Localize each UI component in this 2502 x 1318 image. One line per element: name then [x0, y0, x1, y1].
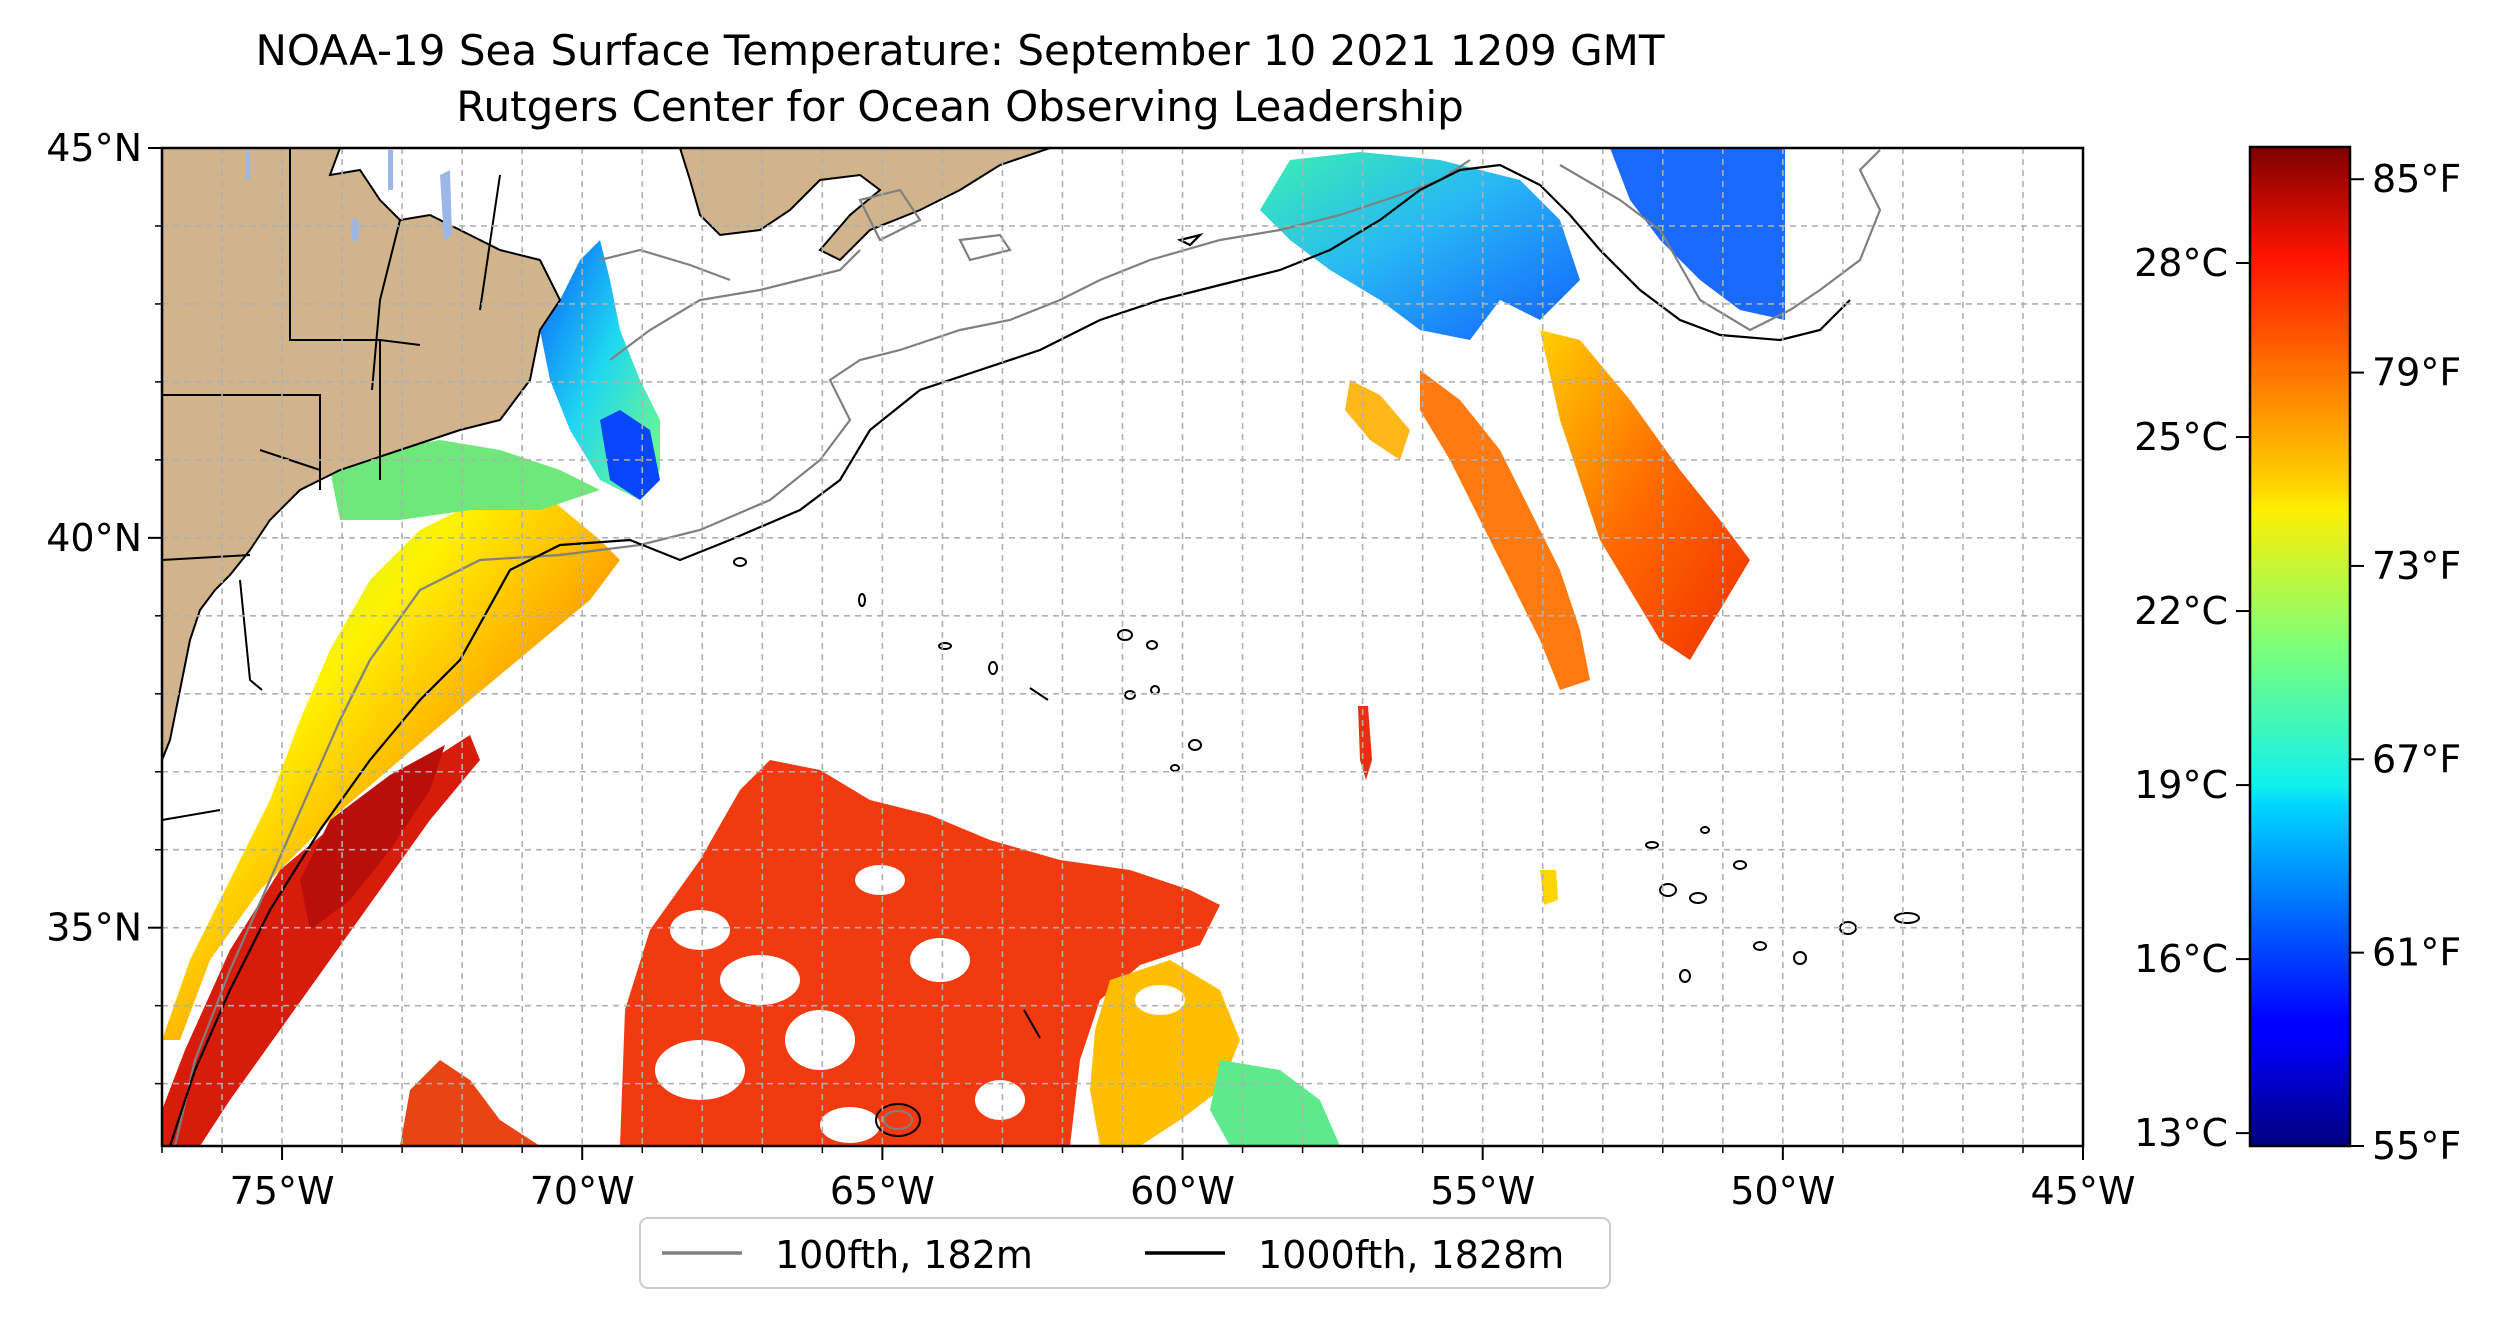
map-subtitle: Rutgers Center for Ocean Observing Leade…	[456, 82, 1464, 131]
fahrenheit-tick-label: 67°F	[2372, 737, 2461, 781]
lon-tick-label: 45°W	[2031, 1169, 2136, 1213]
contour-1000fth	[168, 163, 1851, 1146]
map-gridlines	[162, 148, 2083, 1146]
sst-north-east-cold	[1610, 148, 1785, 320]
sst-warm-southwest	[400, 1060, 540, 1146]
sst-data	[162, 148, 1785, 1146]
map-area	[162, 148, 2083, 1146]
colorbar-fahrenheit-ticks: 55°F 61°F 67°F 73°F 79°F 85°F	[2350, 157, 2461, 1168]
longitude-axis: 75°W 70°W 65°W 60°W 55°W 50°W 45°W	[161, 1146, 2136, 1213]
lat-tick-label: 45°N	[46, 126, 142, 170]
sst-east-scattered	[1345, 380, 1410, 460]
sst-south-green	[1210, 1060, 1340, 1146]
fahrenheit-tick-label: 61°F	[2372, 931, 2461, 975]
lon-tick-label: 55°W	[1430, 1169, 1535, 1213]
sst-eddy-filament	[1540, 330, 1750, 660]
fahrenheit-tick-label: 79°F	[2372, 351, 2461, 395]
sst-south-small-yellow	[1540, 870, 1558, 905]
sst-small-red-streak	[1358, 706, 1372, 780]
map-title: NOAA-19 Sea Surface Temperature: Septemb…	[255, 26, 1665, 75]
sst-eddy-streaks	[1420, 370, 1590, 690]
sst-shelf-water	[162, 490, 620, 1040]
latitude-axis: 45°N 40°N 35°N	[46, 126, 162, 1085]
sst-cold-spot	[600, 410, 660, 500]
celsius-tick-label: 19°C	[2134, 763, 2228, 807]
celsius-tick-label: 16°C	[2134, 937, 2228, 981]
legend-box	[639, 1217, 1611, 1289]
celsius-tick-label: 13°C	[2134, 1111, 2228, 1155]
state-borders	[162, 148, 501, 821]
lon-tick-label: 70°W	[530, 1169, 635, 1213]
land-nova-scotia	[678, 148, 1051, 262]
legend-label-100fth: 100fth, 182m	[775, 1233, 1033, 1277]
colorbar: 13°C 16°C 19°C 22°C 25°C 28°C 55°F 61°F 67°F 73°…	[2134, 145, 2461, 1168]
celsius-tick-label: 28°C	[2134, 241, 2228, 285]
lat-tick-label: 40°N	[46, 516, 142, 560]
sst-warm-gulfstream	[162, 735, 480, 1146]
sst-grand-banks	[1260, 152, 1580, 340]
cloud-gaps	[655, 865, 1185, 1143]
legend-label-1000fth: 1000fth, 1828m	[1258, 1233, 1564, 1277]
contour-legend[interactable]: 100fth, 182m 1000fth, 1828m	[639, 1217, 1611, 1289]
celsius-tick-label: 22°C	[2134, 589, 2228, 633]
sst-dark-gulfstream-core	[300, 745, 445, 930]
colorbar-frame	[2248, 145, 2352, 1148]
fahrenheit-tick-label: 55°F	[2372, 1124, 2461, 1168]
lon-tick-label: 50°W	[1730, 1169, 1835, 1213]
land-northeast-us	[162, 148, 562, 761]
fahrenheit-tick-label: 73°F	[2372, 544, 2461, 588]
lat-tick-label: 35°N	[46, 906, 142, 950]
sst-south-mixed	[1090, 960, 1240, 1146]
fahrenheit-tick-label: 85°F	[2372, 157, 2461, 201]
land	[162, 148, 1051, 761]
colorbar-gradient	[2250, 147, 2350, 1146]
colorbar-celsius-ticks: 13°C 16°C 19°C 22°C 25°C 28°C	[2134, 241, 2250, 1155]
inland-water	[246, 150, 452, 242]
lon-tick-label: 65°W	[830, 1169, 935, 1213]
contour-100fth	[173, 149, 1882, 1146]
celsius-tick-label: 25°C	[2134, 415, 2228, 459]
lon-tick-label: 75°W	[230, 1169, 335, 1213]
lon-tick-label: 60°W	[1130, 1169, 1235, 1213]
